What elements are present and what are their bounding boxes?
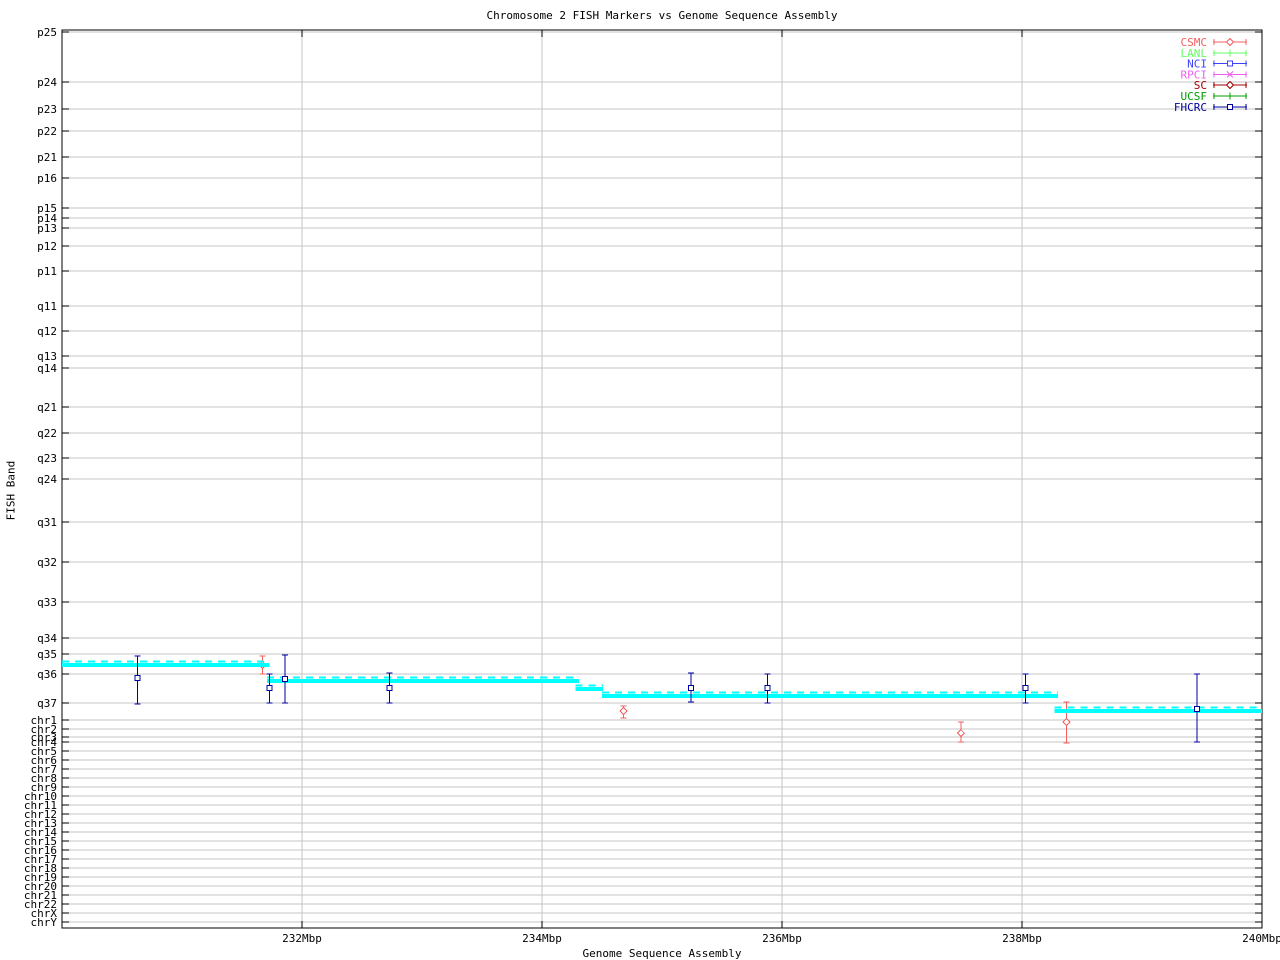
legend-marker-sc xyxy=(1225,80,1235,90)
legend-label-lanl: LANL xyxy=(1181,47,1208,60)
fhcrc-marker xyxy=(282,676,289,682)
y-tick-label: chr13 xyxy=(24,817,57,830)
legend-label-ucsf: UCSF xyxy=(1181,90,1208,103)
y-tick-label: q11 xyxy=(37,300,57,313)
y-tick-label: chrX xyxy=(31,907,58,920)
x-tick-label: 238Mbp xyxy=(1002,932,1042,945)
y-tick-label: chr20 xyxy=(24,880,57,893)
y-tick-label: q34 xyxy=(37,632,57,645)
legend-label-sc: SC xyxy=(1194,79,1207,92)
y-tick-label: q33 xyxy=(37,596,57,609)
fhcrc-marker xyxy=(386,685,393,691)
y-tick-label: p23 xyxy=(37,103,57,116)
y-tick-label: chrY xyxy=(31,916,58,929)
y-tick-label: chr14 xyxy=(24,826,57,839)
y-tick-label: chr1 xyxy=(31,714,58,727)
y-tick-label: q32 xyxy=(37,556,57,569)
csmc-marker xyxy=(619,706,628,716)
chart-title: Chromosome 2 FISH Markers vs Genome Sequ… xyxy=(486,9,838,22)
x-tick-label: 236Mbp xyxy=(762,932,802,945)
y-tick-label: chr15 xyxy=(24,835,57,848)
y-tick-label: chr2 xyxy=(31,723,58,736)
y-tick-label: chr12 xyxy=(24,808,57,821)
y-tick-label: chr18 xyxy=(24,862,57,875)
y-tick-label: q13 xyxy=(37,350,57,363)
legend-marker-csmc xyxy=(1225,37,1235,47)
y-tick-label: chr11 xyxy=(24,799,57,812)
y-tick-label: p12 xyxy=(37,240,57,253)
y-tick-label: q14 xyxy=(37,362,57,375)
y-tick-label: p24 xyxy=(37,76,57,89)
y-tick-label: q31 xyxy=(37,516,57,529)
csmc-marker xyxy=(956,728,966,738)
y-tick-label: chr3 xyxy=(31,731,58,744)
y-tick-label: p16 xyxy=(37,172,57,185)
fhcrc-marker xyxy=(1022,685,1029,691)
x-tick-label: 240Mbp xyxy=(1242,932,1280,945)
y-tick-label: p15 xyxy=(37,202,57,215)
y-tick-label: chr21 xyxy=(24,889,57,902)
x-tick-label: 234Mbp xyxy=(522,932,562,945)
legend-label-nci: NCI xyxy=(1187,58,1207,71)
y-tick-label: q35 xyxy=(37,648,57,661)
legend-marker-nci xyxy=(1227,60,1233,67)
y-tick-label: chr22 xyxy=(24,898,57,911)
y-tick-label: chr19 xyxy=(24,871,57,884)
assembly-band xyxy=(1054,709,1262,713)
y-tick-label: chr4 xyxy=(31,736,58,749)
y-tick-label: q36 xyxy=(37,668,57,681)
fhcrc-marker xyxy=(764,685,771,691)
fhcrc-marker xyxy=(266,685,273,691)
legend-marker-fhcrc xyxy=(1227,103,1233,110)
y-tick-label: p11 xyxy=(37,265,57,278)
y-tick-label: q12 xyxy=(37,325,57,338)
y-tick-label: chr8 xyxy=(31,772,58,785)
assembly-band xyxy=(267,679,580,683)
y-tick-label: q22 xyxy=(37,427,57,440)
csmc-marker xyxy=(1062,717,1071,727)
y-tick-label: p21 xyxy=(37,151,57,164)
fhcrc-marker xyxy=(687,685,694,691)
y-tick-label: q23 xyxy=(37,452,57,465)
y-tick-label: q24 xyxy=(37,473,57,486)
legend-label-csmc: CSMC xyxy=(1181,36,1208,49)
y-tick-label: chr6 xyxy=(31,754,58,767)
y-tick-label: p22 xyxy=(37,125,57,138)
legend-label-fhcrc: FHCRC xyxy=(1174,101,1207,114)
y-tick-label: chr9 xyxy=(31,781,58,794)
assembly-band xyxy=(602,694,1058,698)
x-axis-title: Genome Sequence Assembly xyxy=(582,947,742,960)
y-tick-label: p13 xyxy=(37,222,57,235)
y-tick-label: chr5 xyxy=(31,745,58,758)
y-tick-label: chr10 xyxy=(24,790,57,803)
y-tick-label: p14 xyxy=(37,212,57,225)
y-tick-label: chr7 xyxy=(31,763,58,776)
y-tick-label: p25 xyxy=(37,26,57,39)
legend-marker-rpci xyxy=(1226,71,1234,78)
y-tick-label: q21 xyxy=(37,401,57,414)
fhcrc-marker xyxy=(1194,706,1201,712)
assembly-band xyxy=(62,663,270,667)
fhcrc-marker xyxy=(134,675,141,681)
y-tick-label: chr17 xyxy=(24,853,57,866)
x-tick-label: 232Mbp xyxy=(282,932,322,945)
assembly-band xyxy=(575,687,604,691)
legend-label-rpci: RPCI xyxy=(1181,68,1208,81)
y-tick-label: q37 xyxy=(37,697,57,710)
y-tick-label: chr16 xyxy=(24,844,57,857)
